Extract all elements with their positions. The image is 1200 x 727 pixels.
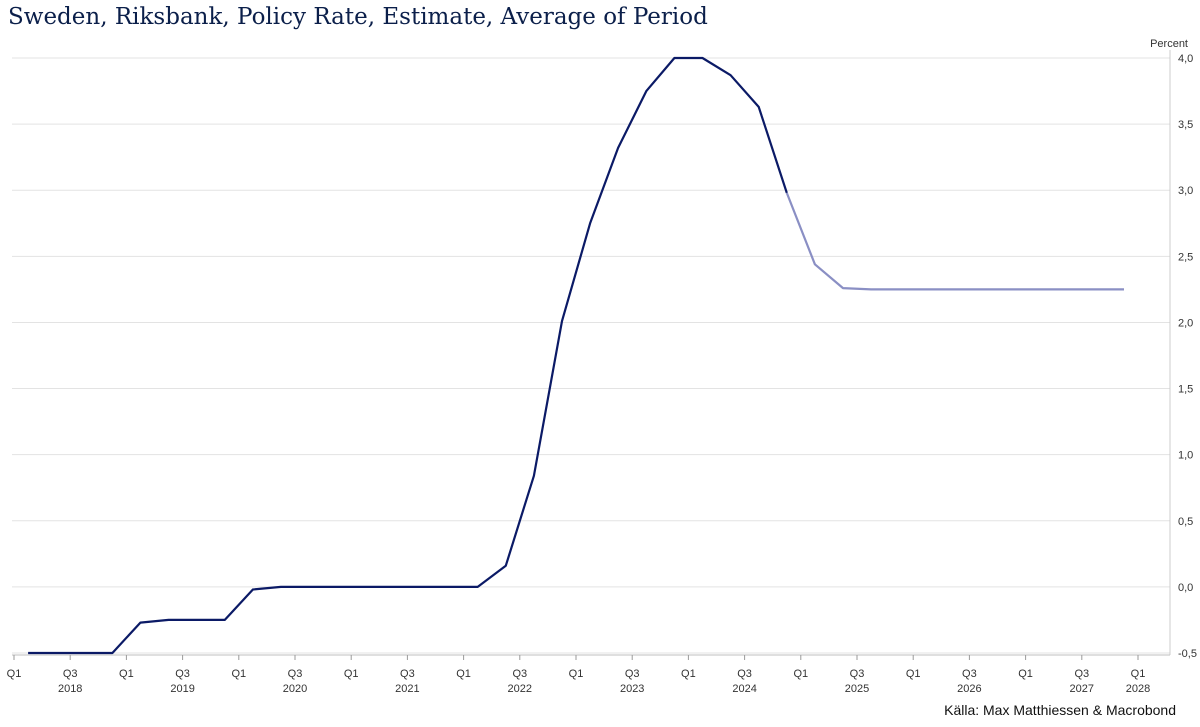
x-tick-label: Q1 bbox=[119, 668, 134, 680]
x-year-label: 2019 bbox=[170, 683, 194, 695]
x-tick-label: Q1 bbox=[1018, 668, 1033, 680]
x-year-label: 2022 bbox=[508, 683, 532, 695]
x-tick-label: Q1 bbox=[231, 668, 246, 680]
x-tick-label: Q1 bbox=[793, 668, 808, 680]
x-year-label: 2020 bbox=[283, 683, 307, 695]
grid bbox=[12, 57, 1170, 654]
x-year-label: 2024 bbox=[732, 683, 756, 695]
x-year-label: 2026 bbox=[957, 683, 981, 695]
x-year-label: 2018 bbox=[58, 683, 82, 695]
x-tick-label: Q3 bbox=[512, 668, 527, 680]
x-year-label: 2027 bbox=[1070, 683, 1094, 695]
x-tick-label: Q1 bbox=[1131, 668, 1146, 680]
y-tick-label: -0,5 bbox=[1178, 648, 1197, 660]
x-tick-label: Q3 bbox=[962, 668, 977, 680]
x-tick-label: Q1 bbox=[569, 668, 584, 680]
x-tick-label: Q1 bbox=[7, 668, 22, 680]
x-tick-label: Q3 bbox=[400, 668, 415, 680]
y-axis-unit-label: Percent bbox=[1150, 38, 1188, 50]
chart-title: Sweden, Riksbank, Policy Rate, Estimate,… bbox=[8, 4, 708, 30]
y-tick-label: 3,5 bbox=[1178, 119, 1193, 131]
x-tick-label: Q3 bbox=[63, 668, 78, 680]
x-tick-label: Q3 bbox=[1074, 668, 1089, 680]
y-tick-label: 4,0 bbox=[1178, 53, 1193, 65]
y-tick-label: 3,0 bbox=[1178, 185, 1193, 197]
x-tick-label: Q3 bbox=[850, 668, 865, 680]
x-tick-label: Q3 bbox=[288, 668, 303, 680]
source-note: Källa: Max Matthiessen & Macrobond bbox=[944, 702, 1176, 718]
x-tick-label: Q1 bbox=[456, 668, 471, 680]
x-tick-label: Q3 bbox=[625, 668, 640, 680]
x-tick-label: Q1 bbox=[344, 668, 359, 680]
series-line-actual bbox=[28, 56, 788, 655]
y-tick-label: 0,5 bbox=[1178, 516, 1193, 528]
x-tick-label: Q1 bbox=[906, 668, 921, 680]
axes: 4,0 3,5 3,0 2,5 2,0 1,5 1,0 0,5 0,0 -0,5 Q1 Q3 2018 Q… bbox=[7, 50, 1197, 695]
y-tick-label: 0,0 bbox=[1178, 582, 1193, 594]
y-tick-label: 2,0 bbox=[1178, 317, 1193, 329]
y-tick-label: 1,5 bbox=[1178, 384, 1193, 396]
series-line-forecast bbox=[785, 192, 1124, 291]
y-tick-label: 1,0 bbox=[1178, 450, 1193, 462]
x-tick-label: Q3 bbox=[175, 668, 190, 680]
x-year-label: 2021 bbox=[395, 683, 419, 695]
x-year-label: 2023 bbox=[620, 683, 644, 695]
x-year-label: 2025 bbox=[845, 683, 869, 695]
y-tick-label: 2,5 bbox=[1178, 251, 1193, 263]
x-tick-label: Q3 bbox=[737, 668, 752, 680]
x-year-label: 2028 bbox=[1126, 683, 1150, 695]
series bbox=[28, 56, 1124, 655]
x-tick-label: Q1 bbox=[681, 668, 696, 680]
